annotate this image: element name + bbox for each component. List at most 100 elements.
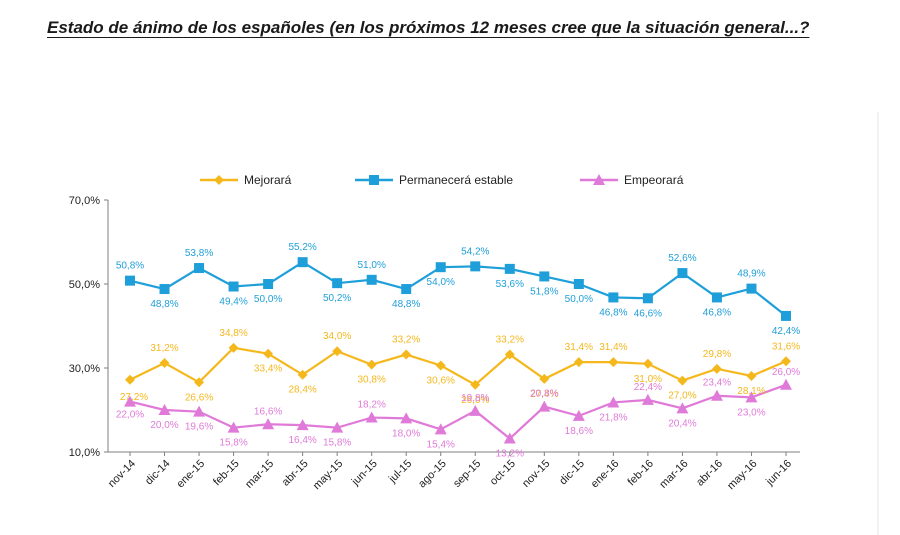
legend: Mejorará Permanecerá estable Empeorará <box>200 173 684 187</box>
data-label: 13,2% <box>496 449 524 460</box>
data-label: 21,8% <box>599 412 627 423</box>
data-label: 27,0% <box>668 391 696 402</box>
data-label: 28,4% <box>288 385 316 396</box>
x-tick-label: jun-15 <box>349 458 380 489</box>
data-label: 48,9% <box>737 269 765 280</box>
data-point <box>503 432 516 444</box>
data-point <box>677 375 688 386</box>
data-label: 50,8% <box>116 261 144 272</box>
data-label: 50,0% <box>254 294 282 305</box>
data-point <box>435 360 446 371</box>
series-line <box>129 260 787 317</box>
data-label: 15,4% <box>427 439 455 450</box>
legend-label: Permanecerá estable <box>399 173 513 187</box>
data-label: 23,0% <box>737 407 765 418</box>
data-point <box>504 349 515 360</box>
x-tick-label: feb-16 <box>625 458 656 489</box>
data-point <box>641 393 654 405</box>
x-tick-label: may-16 <box>725 458 759 492</box>
data-point <box>193 405 206 417</box>
data-label: 50,2% <box>323 293 351 304</box>
data-label: 19,6% <box>185 422 213 433</box>
y-tick-label: 70,0% <box>69 195 100 207</box>
x-tick-label: ago-15 <box>416 458 449 491</box>
x-tick-label: dic-15 <box>557 458 587 488</box>
y-tick-label: 30,0% <box>69 363 100 375</box>
data-point <box>366 359 377 370</box>
data-point <box>676 402 689 414</box>
data-label: 46,8% <box>703 307 731 318</box>
data-label: 29,8% <box>703 349 731 360</box>
data-label: 15,8% <box>219 438 247 449</box>
data-label: 50,0% <box>565 294 593 305</box>
data-point <box>262 418 275 430</box>
data-point <box>642 358 653 369</box>
data-label: 18,0% <box>392 428 420 439</box>
data-point <box>469 404 482 416</box>
data-label: 15,8% <box>323 438 351 449</box>
data-point <box>781 356 791 367</box>
data-label: 54,2% <box>461 246 489 257</box>
data-labels: 31,2% 26,6% 34,8% 33,4% 28,4% 34,0% 30,8% 33,2%… <box>116 242 800 459</box>
data-label: 31,6% <box>772 341 800 352</box>
data-point <box>400 412 413 424</box>
data-point <box>369 175 379 185</box>
data-label: 26,6% <box>185 392 213 403</box>
data-point <box>593 174 605 185</box>
data-label: 26,0% <box>772 367 800 378</box>
data-point <box>297 257 308 268</box>
data-label: 16,4% <box>288 435 316 446</box>
data-point <box>573 357 584 368</box>
data-point <box>296 419 309 431</box>
data-label: 16,6% <box>254 406 282 417</box>
data-point <box>401 284 412 295</box>
x-tick-label: mar-15 <box>243 458 276 491</box>
data-point <box>608 357 619 368</box>
x-tick-label: jul-15 <box>386 458 414 486</box>
x-tick-label: abr-15 <box>280 458 311 489</box>
x-tick-label: sep-15 <box>451 458 483 490</box>
data-point <box>125 275 135 286</box>
data-point <box>710 389 723 401</box>
data-point <box>228 342 239 353</box>
legend-label: Empeorará <box>624 173 684 187</box>
data-point <box>214 175 224 185</box>
data-point <box>228 281 239 292</box>
data-label: 33,4% <box>254 364 282 375</box>
x-tick-label: feb-15 <box>211 458 242 489</box>
data-point <box>573 279 584 289</box>
data-point <box>504 263 515 274</box>
data-point <box>780 378 792 390</box>
data-point <box>746 370 757 381</box>
data-label: 49,4% <box>219 297 247 308</box>
data-label: 31,4% <box>565 342 593 353</box>
y-tick-label: 50,0% <box>69 279 100 291</box>
data-label: 33,2% <box>496 335 524 346</box>
data-label: 34,0% <box>323 331 351 342</box>
data-point <box>470 379 481 390</box>
data-point <box>538 400 551 412</box>
data-label: 22,4% <box>634 382 662 393</box>
data-label: 19,8% <box>461 393 489 404</box>
data-label: 20,0% <box>150 420 178 431</box>
data-label: 22,0% <box>116 410 144 421</box>
data-label: 26,0% <box>461 395 489 406</box>
data-point <box>608 292 619 303</box>
data-label: 53,8% <box>185 248 213 259</box>
data-point <box>539 271 550 282</box>
data-point <box>711 292 722 303</box>
data-point <box>434 423 447 435</box>
data-point <box>332 346 343 357</box>
data-point <box>677 268 688 279</box>
data-point <box>263 348 274 359</box>
data-label: 30,8% <box>358 375 386 386</box>
y-tick-label: 10,0% <box>69 447 100 459</box>
data-label: 46,8% <box>599 307 627 318</box>
data-label: 46,6% <box>634 308 662 319</box>
data-point <box>194 263 205 274</box>
data-label: 55,2% <box>288 242 316 253</box>
data-label: 31,2% <box>150 343 178 354</box>
data-label: 34,8% <box>219 328 247 339</box>
data-label: 42,4% <box>772 326 800 337</box>
